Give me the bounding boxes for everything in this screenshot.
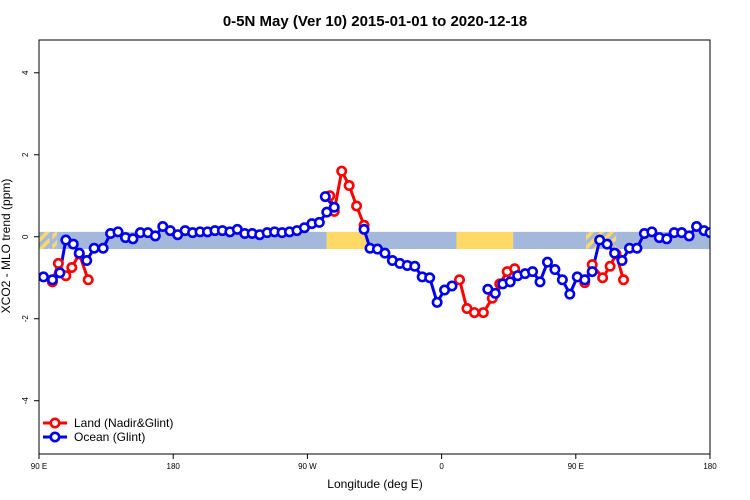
data-point: [52, 257, 64, 269]
data-point: [504, 276, 516, 288]
data-point: [556, 274, 568, 286]
data-point: [564, 288, 576, 300]
data-point: [618, 274, 630, 286]
data-point: [319, 191, 331, 203]
data-point: [609, 247, 621, 259]
y-tick-label: -2: [21, 315, 30, 323]
data-point: [66, 261, 78, 273]
plot-frame: [38, 39, 711, 455]
x-axis: 90 E 180 90 W 0 90 E 180: [31, 454, 717, 471]
data-point: [616, 255, 628, 267]
data-point: [321, 206, 333, 218]
data-point: [579, 274, 591, 286]
data-point: [446, 280, 458, 292]
data-point: [477, 307, 489, 319]
background-band: [367, 231, 457, 250]
data-point: [424, 272, 436, 284]
data-point: [46, 274, 58, 286]
y-tick-label: 0: [21, 234, 30, 239]
data-point: [67, 238, 79, 250]
data-point: [541, 256, 553, 268]
background-band: [456, 231, 514, 250]
data-point: [328, 201, 340, 213]
data-point: [82, 274, 94, 286]
data-point: [631, 242, 643, 254]
background-band: [39, 231, 50, 250]
data-point: [358, 223, 370, 235]
data-point: [527, 266, 539, 278]
y-axis-label: XCO2 - MLO trend (ppm): [0, 179, 13, 314]
x-tick-label: 180: [167, 462, 181, 471]
background-band: [49, 231, 53, 250]
x-tick-label: 90 E: [568, 462, 584, 471]
x-tick-label: 90 E: [31, 462, 47, 471]
data-point: [313, 216, 325, 228]
data-point: [597, 272, 609, 284]
x-tick-label: 0: [439, 462, 444, 471]
series-points: [39, 165, 710, 319]
data-point: [489, 287, 501, 299]
y-axis: -4 -2 0 2 4: [21, 70, 39, 404]
data-point: [112, 226, 124, 238]
data-point: [73, 247, 85, 259]
data-point: [149, 230, 161, 242]
data-point: [39, 271, 49, 283]
data-point: [351, 200, 363, 212]
data-point: [534, 276, 546, 288]
data-point: [646, 226, 658, 238]
y-tick-label: 2: [21, 152, 30, 157]
y-tick-label: -4: [21, 397, 30, 405]
data-point: [127, 233, 139, 245]
legend-marker: [49, 431, 61, 443]
legend-entry-label: Land (Nadir&Glint): [74, 416, 173, 430]
data-point: [549, 264, 561, 276]
data-point: [409, 260, 421, 272]
data-point: [453, 274, 465, 286]
legend: Land (Nadir&Glint)Ocean (Glint): [43, 416, 173, 444]
data-point: [683, 230, 695, 242]
data-point: [336, 165, 348, 177]
background-band: [513, 231, 587, 250]
data-point: [88, 242, 100, 254]
background-band: [326, 231, 368, 250]
data-point: [604, 260, 616, 272]
data-point: [586, 266, 598, 278]
legend-marker: [49, 417, 61, 429]
x-tick-label: 90 W: [298, 462, 317, 471]
x-tick-label: 180: [703, 462, 717, 471]
data-point: [81, 255, 93, 267]
legend-entry-label: Ocean (Glint): [74, 430, 145, 444]
data-point: [601, 238, 613, 250]
data-point: [431, 296, 443, 308]
x-axis-label: Longitude (deg E): [327, 477, 422, 491]
data-point: [54, 267, 66, 279]
chart-title: 0-5N May (Ver 10) 2015-01-01 to 2020-12-…: [223, 13, 527, 30]
data-point: [97, 242, 109, 254]
series-line: [328, 166, 366, 226]
data-point: [468, 307, 480, 319]
background-band: [52, 231, 57, 250]
data-point: [661, 233, 673, 245]
data-point: [343, 180, 355, 192]
data-point: [379, 247, 391, 259]
y-tick-label: 4: [21, 70, 30, 75]
